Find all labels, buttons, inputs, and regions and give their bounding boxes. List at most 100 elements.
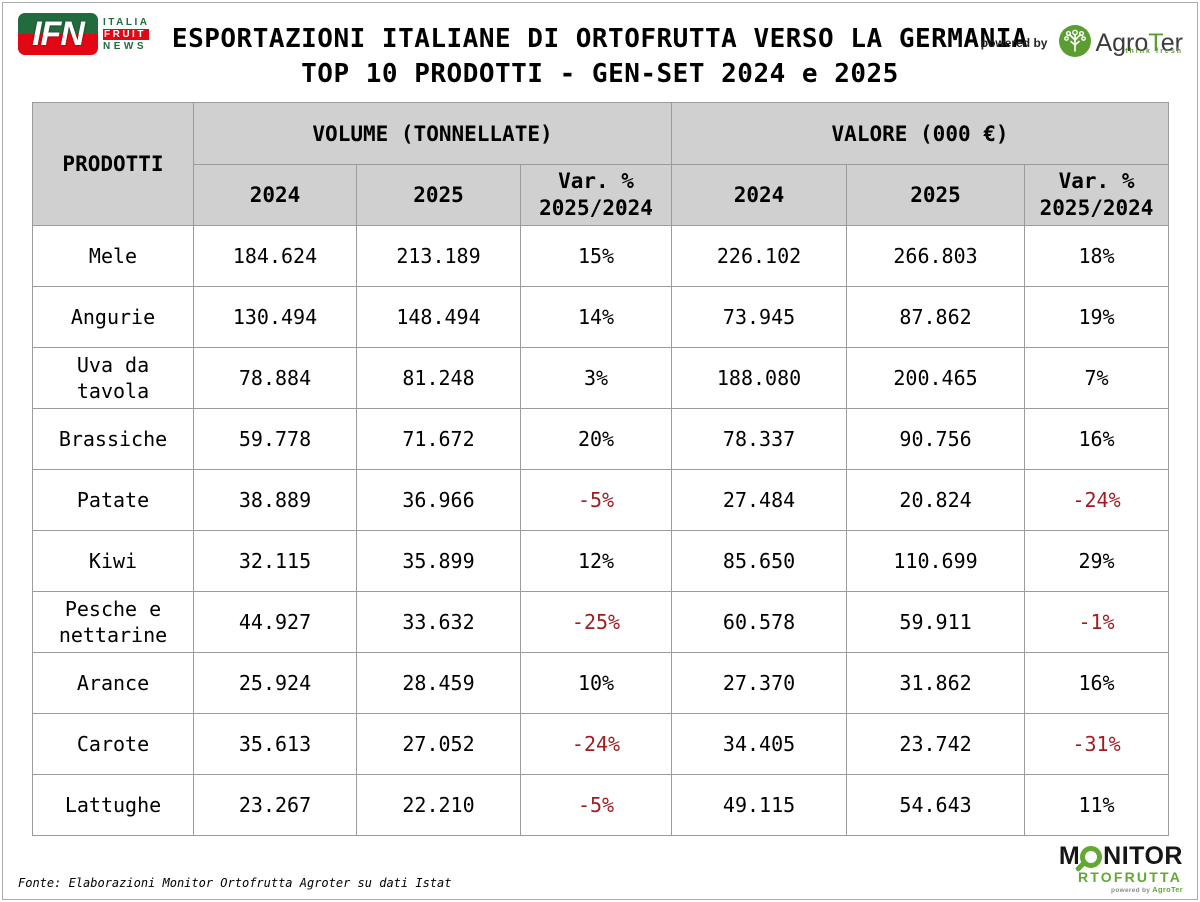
volume-2024-cell: 25.924	[193, 652, 357, 714]
volume-var-cell: -5%	[519, 774, 673, 836]
column-header-volume-var: Var. % 2025/2024	[519, 164, 673, 226]
volume-var-cell: 14%	[519, 286, 673, 348]
volume-2024-cell: 35.613	[193, 713, 357, 775]
volume-2025-cell: 28.459	[356, 652, 521, 714]
agroter-wordmark: AgroTer think fresh	[1095, 28, 1183, 57]
value-2024-cell: 27.484	[671, 469, 848, 531]
table-row: Mele 184.624 213.189 15% 226.102 266.803…	[32, 225, 1170, 287]
agroter-name-t: T	[1148, 28, 1161, 57]
value-2025-cell: 59.911	[846, 591, 1026, 653]
value-var-cell: 19%	[1024, 286, 1170, 348]
value-2025-cell: 87.862	[846, 286, 1026, 348]
volume-2025-cell: 148.494	[356, 286, 521, 348]
product-cell: Kiwi	[32, 530, 194, 592]
var-label-line1: Var. %	[1058, 169, 1135, 193]
column-header-volume-2024: 2024	[193, 164, 357, 226]
title-line2: TOP 10 PRODOTTI - GEN-SET 2024 e 2025	[301, 59, 899, 89]
column-header-value-2024: 2024	[671, 164, 848, 226]
product-cell: Arance	[32, 652, 194, 714]
table-row: Lattughe 23.267 22.210 -5% 49.115 54.643…	[32, 774, 1170, 836]
value-2024-cell: 49.115	[671, 774, 848, 836]
volume-2025-cell: 35.899	[356, 530, 521, 592]
volume-var-cell: -24%	[519, 713, 673, 775]
export-table: PRODOTTI VOLUME (TONNELLATE) VALORE (000…	[32, 102, 1170, 836]
value-2025-cell: 90.756	[846, 408, 1026, 470]
value-var-cell: 11%	[1024, 774, 1170, 836]
table-row: Kiwi 32.115 35.899 12% 85.650 110.699 29…	[32, 530, 1170, 592]
product-cell: Brassiche	[32, 408, 194, 470]
value-var-cell: 16%	[1024, 408, 1170, 470]
volume-2025-cell: 33.632	[356, 591, 521, 653]
agroter-logo: powered by	[981, 25, 1183, 61]
value-var-cell: -31%	[1024, 713, 1170, 775]
monitor-powered-by: powered by AgroTer	[1059, 884, 1183, 895]
var-label-line1: Var. %	[558, 169, 634, 193]
value-var-cell: -1%	[1024, 591, 1170, 653]
value-2025-cell: 266.803	[846, 225, 1026, 287]
product-cell: Angurie	[32, 286, 194, 348]
monitor-wordmark-line1: M NITOR	[1058, 841, 1183, 870]
volume-2024-cell: 44.927	[193, 591, 357, 653]
product-cell: Mele	[32, 225, 194, 287]
product-cell: Patate	[32, 469, 194, 531]
monitor-powered-brand: AgroTer	[1152, 884, 1183, 894]
table-row: Arance 25.924 28.459 10% 27.370 31.862 1…	[32, 652, 1170, 714]
value-var-cell: 16%	[1024, 652, 1170, 714]
table-row: Carote 35.613 27.052 -24% 34.405 23.742 …	[32, 713, 1170, 775]
value-2025-cell: 200.465	[846, 347, 1026, 409]
volume-2025-cell: 71.672	[356, 408, 521, 470]
ifn-logo: IFN ITALIA FRUIT NEWS	[18, 13, 150, 55]
var-label-line2: 2025/2024	[1039, 196, 1154, 220]
table-row: Uva da tavola 78.884 81.248 3% 188.080 2…	[32, 347, 1170, 409]
volume-2024-cell: 32.115	[193, 530, 357, 592]
volume-2024-cell: 78.884	[193, 347, 357, 409]
column-group-volume: VOLUME (TONNELLATE)	[192, 102, 673, 165]
table-row: Angurie 130.494 148.494 14% 73.945 87.86…	[32, 286, 1170, 348]
table-row: Brassiche 59.778 71.672 20% 78.337 90.75…	[32, 408, 1170, 470]
volume-var-cell: 12%	[519, 530, 673, 592]
page-title: ESPORTAZIONI ITALIANE DI ORTOFRUTTA VERS…	[3, 22, 1197, 92]
value-var-cell: 29%	[1024, 530, 1170, 592]
ifn-tagline-italia: ITALIA	[103, 16, 150, 28]
volume-2024-cell: 130.494	[193, 286, 357, 348]
product-cell: Uva da tavola	[32, 347, 194, 409]
title-line1: ESPORTAZIONI ITALIANE DI ORTOFRUTTA VERS…	[171, 24, 1029, 54]
volume-2025-cell: 22.210	[356, 774, 521, 836]
value-2025-cell: 110.699	[846, 530, 1026, 592]
product-cell: Pesche e nettarine	[32, 591, 194, 653]
agroter-tagline: think fresh	[1125, 47, 1183, 55]
ifn-tagline: ITALIA FRUIT NEWS	[103, 16, 150, 52]
agroter-mark: AgroTer think fresh	[1059, 25, 1183, 61]
monitor-letter-m: M	[1058, 841, 1081, 870]
volume-var-cell: 3%	[519, 347, 673, 409]
volume-var-cell: 10%	[519, 652, 673, 714]
monitor-wordmark-line2: RTOFRUTTA	[1077, 868, 1182, 885]
value-2025-cell: 31.862	[846, 652, 1026, 714]
volume-2025-cell: 36.966	[356, 469, 521, 531]
value-2024-cell: 73.945	[671, 286, 848, 348]
volume-var-cell: -5%	[519, 469, 673, 531]
volume-var-cell: -25%	[519, 591, 673, 653]
value-2025-cell: 54.643	[846, 774, 1026, 836]
volume-var-cell: 20%	[519, 408, 673, 470]
value-var-cell: -24%	[1024, 469, 1170, 531]
volume-var-cell: 15%	[519, 225, 673, 287]
ifn-badge-text: IFN	[32, 14, 85, 53]
var-label-line2: 2025/2024	[539, 196, 653, 220]
value-2024-cell: 60.578	[671, 591, 848, 653]
product-cell: Lattughe	[32, 774, 194, 836]
value-var-cell: 7%	[1024, 347, 1170, 409]
agroter-name-er: er	[1160, 28, 1183, 57]
table-row: Patate 38.889 36.966 -5% 27.484 20.824 -…	[32, 469, 1170, 531]
ifn-tagline-fruit: FRUIT	[103, 28, 150, 40]
column-header-value-var: Var. % 2025/2024	[1024, 164, 1170, 226]
magnifier-icon	[1080, 846, 1103, 868]
value-2024-cell: 27.370	[671, 652, 848, 714]
value-var-cell: 18%	[1024, 225, 1170, 287]
export-table-wrap: PRODOTTI VOLUME (TONNELLATE) VALORE (000…	[32, 102, 1170, 836]
ifn-tagline-news: NEWS	[103, 40, 147, 52]
value-2024-cell: 85.650	[671, 530, 848, 592]
monitor-ortofrutta-logo: M NITOR RTOFRUTTA powered by AgroTer	[1058, 841, 1183, 895]
monitor-powered-prefix: powered by	[1111, 886, 1153, 894]
